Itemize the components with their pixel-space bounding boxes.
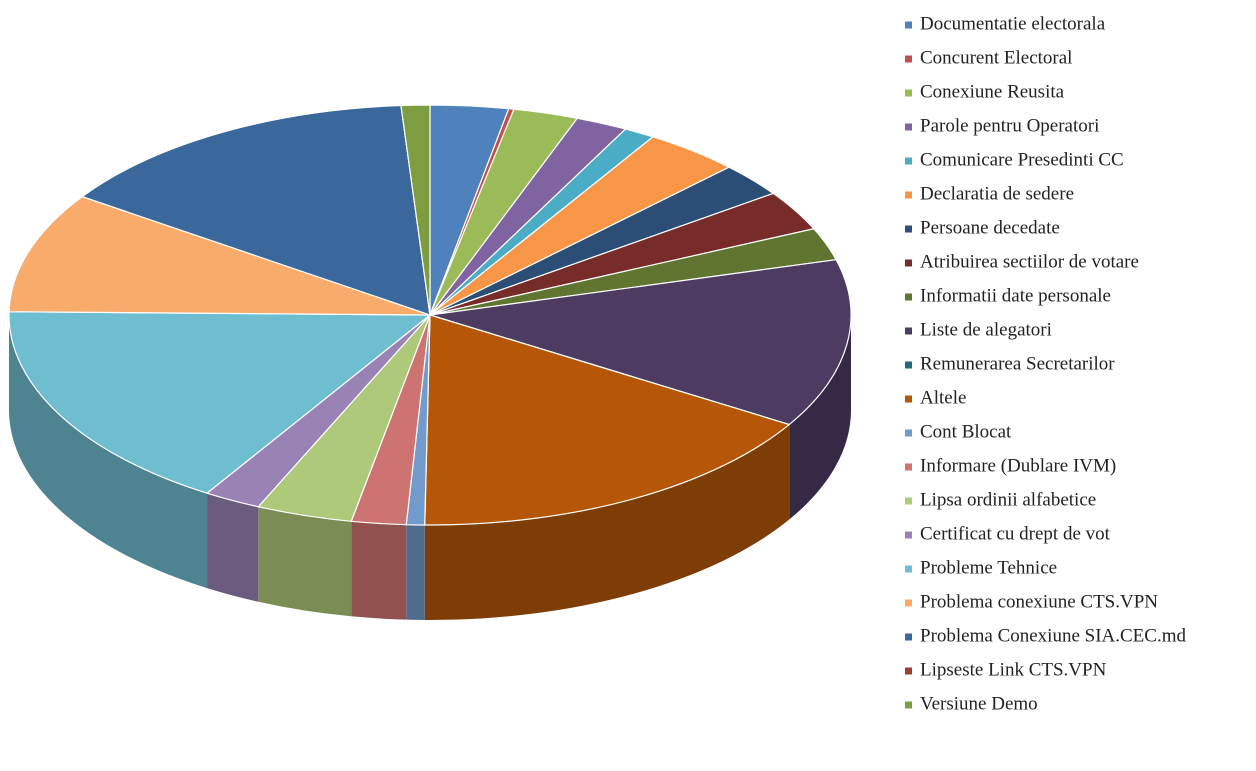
- legend-label: Parole pentru Operatori: [920, 115, 1099, 136]
- legend-swatch: [905, 361, 912, 369]
- legend-swatch: [905, 667, 912, 675]
- pie-slice: [8, 195, 431, 316]
- legend-label: Problema conexiune CTS.VPN: [920, 591, 1158, 612]
- pie-slice: [80, 104, 431, 316]
- legend-label: Liste de alegatori: [920, 319, 1052, 340]
- legend-swatch: [905, 259, 912, 267]
- legend-label: Remunerarea Secretarilor: [920, 353, 1115, 374]
- legend-swatch: [905, 395, 912, 403]
- legend-swatch: [905, 463, 912, 471]
- legend-label: Lipseste Link CTS.VPN: [920, 659, 1107, 680]
- legend-label: Lipsa ordinii alfabetice: [920, 489, 1096, 510]
- legend-label: Documentatie electorala: [920, 13, 1106, 34]
- legend-swatch: [905, 599, 912, 607]
- pie-side: [789, 315, 851, 520]
- legend-swatch: [905, 701, 912, 709]
- legend-label: Persoane decedate: [920, 217, 1060, 238]
- legend-swatch: [905, 157, 912, 165]
- pie-side: [258, 506, 352, 617]
- pie-slice: [424, 314, 791, 526]
- pie-slice: [429, 259, 852, 426]
- legend-swatch: [905, 89, 912, 97]
- legend-swatch: [905, 633, 912, 641]
- legend-label: Atribuirea sectiilor de votare: [920, 251, 1139, 272]
- legend-swatch: [905, 191, 912, 199]
- legend-label: Probleme Tehnice: [920, 557, 1057, 578]
- legend-label: Altele: [920, 387, 966, 408]
- pie-slice: [8, 311, 432, 494]
- legend-label: Cont Blocat: [920, 421, 1012, 442]
- legend-label: Versiune Demo: [920, 693, 1038, 714]
- legend-label: Declaratia de sedere: [920, 183, 1074, 204]
- pie-slice: [400, 104, 431, 316]
- legend-swatch: [905, 225, 912, 233]
- legend-swatch: [905, 21, 912, 29]
- pie-side: [9, 315, 208, 589]
- legend-swatch: [905, 429, 912, 437]
- pie-sides: [9, 315, 851, 620]
- legend-swatch: [905, 123, 912, 131]
- legend-swatch: [905, 497, 912, 505]
- pie-side: [207, 493, 259, 602]
- pie-side: [406, 524, 425, 620]
- legend-swatch: [905, 565, 912, 573]
- pie-side: [351, 521, 407, 620]
- legend-label: Concurent Electoral: [920, 47, 1072, 68]
- legend-label: Informatii date personale: [920, 285, 1111, 306]
- legend-swatch: [905, 293, 912, 301]
- pie-side: [424, 424, 790, 620]
- legend-label: Comunicare Presedinti CC: [920, 149, 1124, 170]
- legend-label: Informare (Dublare IVM): [920, 455, 1116, 476]
- legend-label: Certificat cu drept de vot: [920, 523, 1111, 544]
- pie-tops: [8, 104, 852, 526]
- legend-swatch: [905, 531, 912, 539]
- legend-label: Conexiune Reusita: [920, 81, 1065, 102]
- legend-label: Problema Conexiune SIA.CEC.md: [920, 625, 1186, 646]
- legend-swatch: [905, 55, 912, 63]
- legend-swatch: [905, 327, 912, 335]
